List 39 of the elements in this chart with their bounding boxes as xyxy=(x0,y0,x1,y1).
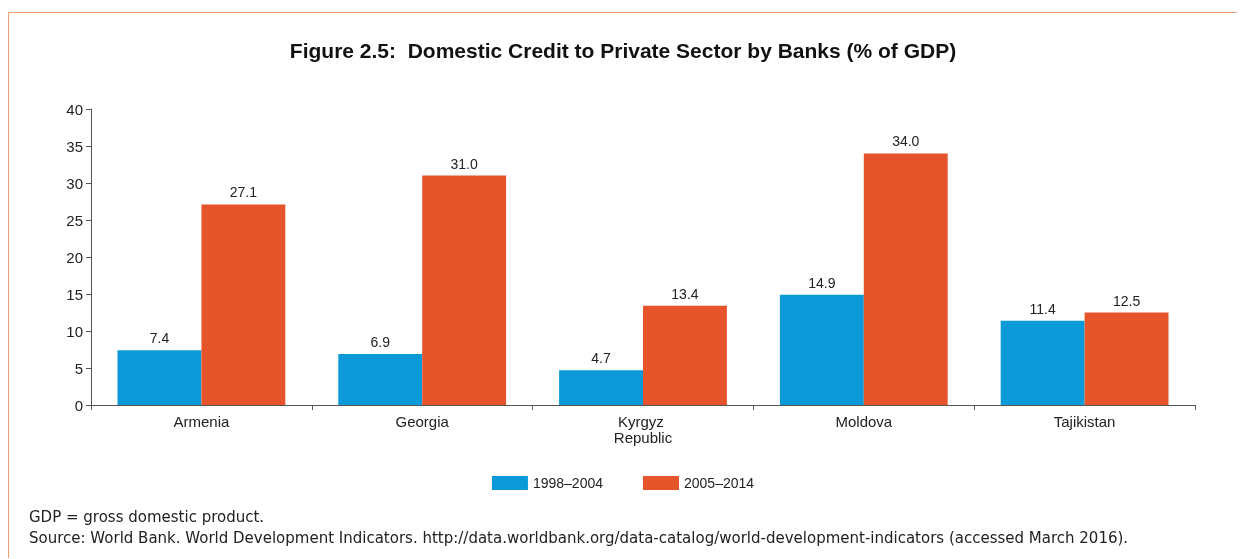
bar xyxy=(117,350,202,405)
data-label: 4.7 xyxy=(591,350,611,367)
data-label: 14.9 xyxy=(808,274,836,291)
x-tick-label: Georgia xyxy=(395,412,450,430)
y-tick-label: 10 xyxy=(66,322,83,340)
legend-label: 1998–2004 xyxy=(532,475,604,491)
data-label: 6.9 xyxy=(370,333,391,350)
bar xyxy=(338,353,423,405)
source-note: Source: World Bank. World Development Indicators. http://data.worldbank.org/data-catalog/world-development-indicators (accessed March 2016). xyxy=(29,528,1129,549)
y-tick-label: 20 xyxy=(66,248,83,266)
y-tick-label: 0 xyxy=(74,396,83,414)
bar xyxy=(201,204,286,405)
bar xyxy=(779,294,864,405)
x-tick-label: Kyrgyz Republic xyxy=(613,412,673,446)
data-label: 13.4 xyxy=(671,285,699,302)
y-tick-label: 15 xyxy=(66,285,83,303)
legend-label: 2005–2014 xyxy=(684,475,755,491)
y-tick-label: 40 xyxy=(66,100,83,118)
y-tick-label: 35 xyxy=(66,137,83,155)
bar xyxy=(643,305,727,405)
x-tick-label: Tajikistan xyxy=(1053,412,1116,430)
bar xyxy=(863,153,948,405)
chart-title: Figure 2.5: Domestic Credit to Private Sector by Banks (% of GDP) xyxy=(289,39,957,62)
y-tick-label: 5 xyxy=(74,359,83,377)
data-label: 11.4 xyxy=(1029,300,1056,317)
data-label: 27.1 xyxy=(229,184,258,201)
data-label: 12.5 xyxy=(1112,292,1141,309)
text: GDP = gross domestic product. xyxy=(29,507,266,528)
data-label: 7.4 xyxy=(149,330,170,347)
y-tick-label: 25 xyxy=(66,211,83,229)
y-tick-label: 30 xyxy=(66,174,83,192)
x-tick-label: Armenia xyxy=(173,412,230,430)
bar xyxy=(1000,320,1085,405)
data-label: 34.0 xyxy=(892,133,920,150)
data-label: 31.0 xyxy=(450,155,478,172)
x-tick-label: Moldova xyxy=(835,412,893,430)
bar xyxy=(422,175,507,405)
bar xyxy=(559,370,643,405)
bar xyxy=(1084,312,1169,405)
